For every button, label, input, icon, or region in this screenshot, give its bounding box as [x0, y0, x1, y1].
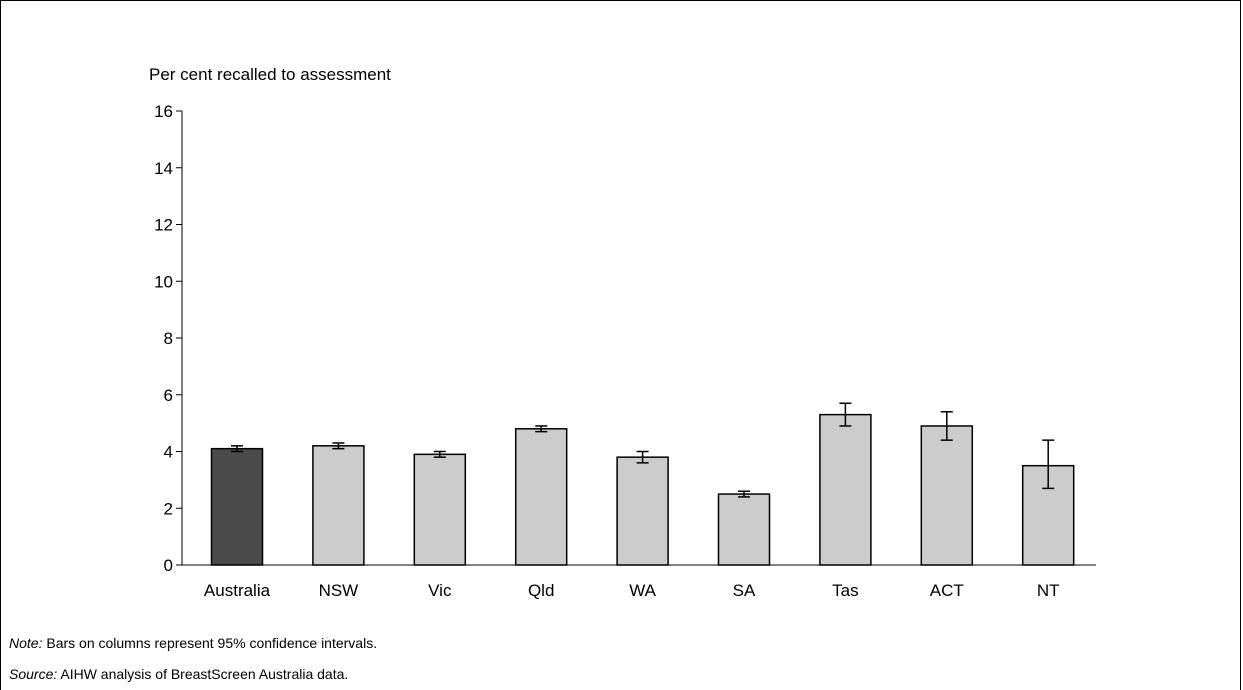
error-bar — [535, 425, 548, 433]
bar-chart: Per cent recalled to assessment 0 2 4 6 8 10 1… — [149, 65, 1096, 600]
note-line: Note: Bars on columns represent 95% conf… — [9, 635, 377, 651]
y-tick-label: 2 — [164, 499, 173, 518]
y-tick-label: 4 — [164, 443, 173, 462]
x-tick-label: WA — [629, 581, 656, 600]
bar — [819, 413, 872, 566]
y-tick-label: 10 — [154, 272, 173, 291]
y-tick-label: 14 — [154, 159, 173, 178]
x-tick-label: SA — [733, 581, 756, 600]
x-tick-labels: Australia NSW Vic Qld WA SA Tas ACT NT — [204, 581, 1060, 600]
bar — [717, 493, 771, 566]
x-tick-label: ACT — [930, 581, 964, 600]
source-line: Source: AIHW analysis of BreastScreen Au… — [9, 666, 348, 682]
bar — [514, 428, 568, 566]
error-bar — [332, 442, 345, 450]
error-bar — [738, 490, 750, 498]
bar — [413, 453, 467, 566]
source-label: Source: — [9, 666, 58, 682]
bar — [920, 425, 974, 566]
source-text: AIHW analysis of BreastScreen Australia … — [57, 666, 349, 682]
error-bar — [940, 411, 953, 441]
bar — [210, 447, 264, 566]
x-tick-label: NT — [1037, 581, 1060, 600]
x-tick-label: Vic — [428, 581, 452, 600]
x-tick-label: Australia — [204, 581, 271, 600]
bar — [312, 445, 365, 566]
bar — [616, 456, 669, 566]
x-tick-label: Tas — [832, 581, 858, 600]
error-bar — [1042, 439, 1055, 490]
error-bar — [433, 450, 446, 458]
error-bar — [839, 402, 852, 427]
y-tick-label: 6 — [164, 386, 173, 405]
note-label: Note: — [9, 635, 43, 651]
y-tick-label: 12 — [154, 216, 173, 235]
x-tick-label: NSW — [319, 581, 359, 600]
y-tick-label: 16 — [154, 102, 173, 121]
y-tick-label: 8 — [164, 329, 173, 348]
note-text: Bars on columns represent 95% confidence… — [42, 635, 378, 651]
error-bar — [636, 450, 649, 464]
y-tick-label: 0 — [164, 556, 173, 575]
y-axis-label: Per cent recalled to assessment — [149, 65, 391, 84]
bars — [210, 413, 1075, 566]
x-tick-label: Qld — [528, 581, 554, 600]
error-bars — [231, 402, 1055, 498]
error-bar — [231, 445, 243, 453]
